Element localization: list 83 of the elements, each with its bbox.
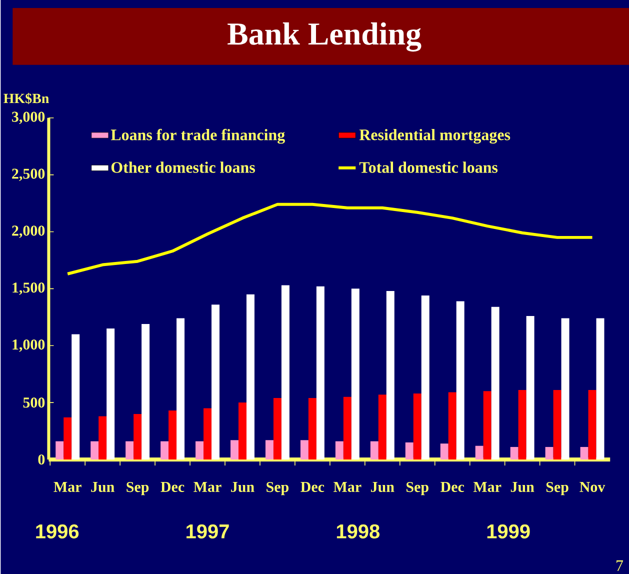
x-tick-label: Mar	[54, 482, 82, 492]
x-tick-label: Sep	[406, 482, 428, 495]
x-tick-label: Jun	[510, 482, 534, 492]
text: 1997	[186, 524, 229, 538]
bar	[491, 306, 500, 460]
bar	[456, 301, 464, 460]
bar	[335, 441, 344, 460]
x-tick-label: Sep	[126, 482, 149, 495]
x-tick-label: Mar	[194, 482, 222, 492]
bar	[300, 440, 308, 460]
y-tick-label: 1,500	[12, 282, 45, 295]
bar	[72, 334, 80, 460]
bar	[483, 390, 492, 460]
bar	[204, 408, 212, 460]
y-tick-label: 0	[38, 454, 45, 464]
y-tick-label: 3,000	[12, 112, 45, 124]
bar	[238, 402, 246, 460]
x-tick-label: Sep	[266, 482, 289, 495]
x-tick-label: Nov	[580, 482, 606, 492]
bar	[475, 446, 484, 460]
bar	[316, 286, 324, 460]
chart-title: Bank Lending	[228, 22, 422, 52]
bar	[308, 398, 316, 460]
line-series	[66, 202, 594, 276]
bar	[160, 441, 169, 460]
bar	[56, 441, 64, 460]
bar	[580, 446, 588, 460]
bar	[98, 416, 107, 460]
x-tick-label: Dec	[440, 482, 464, 492]
x-tick-label: Jun	[91, 482, 114, 492]
bar	[588, 390, 596, 460]
bar	[405, 442, 414, 460]
bar	[142, 324, 150, 460]
text: 1996	[36, 524, 79, 538]
bar	[168, 410, 177, 460]
y-tick-label: 2,000	[12, 225, 45, 238]
bar	[561, 318, 570, 460]
text: 1999	[487, 524, 530, 538]
bar	[526, 316, 534, 460]
bar	[448, 392, 456, 460]
legend-label: Residential mortgages	[359, 128, 510, 144]
bar	[378, 394, 386, 460]
bar	[343, 396, 352, 460]
bar	[596, 318, 604, 460]
bar	[413, 393, 422, 460]
bar	[421, 295, 430, 460]
bar	[126, 441, 134, 460]
bar	[212, 304, 220, 460]
bar	[230, 440, 238, 460]
bar	[518, 390, 526, 460]
bar	[90, 441, 99, 460]
bar	[386, 290, 394, 460]
bar	[273, 398, 282, 460]
bar	[196, 441, 204, 460]
text: 7	[616, 560, 624, 571]
bar	[134, 414, 142, 460]
y-axis-title: HK$Bn	[4, 92, 49, 104]
bar	[370, 441, 378, 460]
y-tick-label: 1,000	[12, 339, 45, 352]
bar	[64, 417, 72, 460]
bar	[281, 285, 290, 460]
x-tick-label: Dec	[300, 482, 324, 492]
text: 1998	[336, 524, 380, 538]
x-tick-label: Jun	[231, 482, 254, 492]
bar	[246, 294, 254, 460]
x-tick-label: Mar	[473, 482, 502, 492]
bar	[510, 446, 518, 460]
y-tick-label: 2,500	[12, 168, 45, 181]
legend-label: Loans for trade financing	[110, 128, 285, 144]
bar	[440, 443, 448, 460]
bar	[553, 390, 562, 460]
bar	[265, 440, 274, 460]
x-tick-label: Sep	[546, 482, 568, 495]
bar	[106, 328, 115, 460]
x-tick-label: Dec	[160, 482, 184, 492]
bar	[176, 318, 185, 460]
bar	[351, 288, 360, 460]
legend-label: Total domestic loans	[359, 161, 498, 173]
x-tick-label: Jun	[370, 482, 394, 492]
bar	[545, 446, 554, 460]
x-tick-label: Mar	[334, 482, 362, 492]
legend-label: Other domestic loans	[111, 161, 255, 173]
y-tick-label: 500	[23, 397, 45, 408]
